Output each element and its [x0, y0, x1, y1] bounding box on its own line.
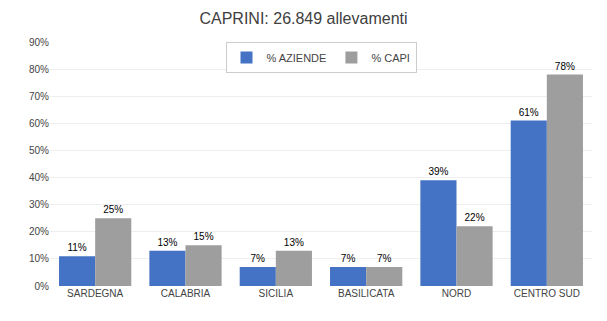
svg-text:NORD: NORD [442, 288, 471, 299]
svg-text:% AZIENDE: % AZIENDE [267, 52, 327, 64]
svg-text:80%: 80% [29, 64, 49, 75]
svg-text:7%: 7% [341, 253, 356, 264]
svg-text:7%: 7% [377, 253, 392, 264]
svg-text:25%: 25% [103, 204, 123, 215]
svg-text:CENTRO SUD: CENTRO SUD [514, 288, 580, 299]
svg-text:13%: 13% [157, 237, 177, 248]
svg-text:78%: 78% [555, 61, 575, 72]
svg-text:20%: 20% [29, 226, 49, 237]
svg-text:7%: 7% [250, 253, 265, 264]
svg-text:13%: 13% [284, 237, 304, 248]
svg-text:SICILIA: SICILIA [259, 288, 294, 299]
svg-text:60%: 60% [29, 118, 49, 129]
svg-text:11%: 11% [67, 242, 86, 253]
svg-text:30%: 30% [29, 199, 49, 210]
svg-text:40%: 40% [29, 172, 49, 183]
svg-text:CAPRINI: 26.849 allevamenti: CAPRINI: 26.849 allevamenti [199, 10, 407, 27]
svg-text:15%: 15% [194, 231, 214, 242]
svg-text:BASILICATA: BASILICATA [338, 288, 395, 299]
svg-text:39%: 39% [428, 166, 448, 177]
svg-text:61%: 61% [519, 107, 539, 118]
svg-text:0%: 0% [35, 281, 50, 292]
svg-text:SARDEGNA: SARDEGNA [67, 288, 123, 299]
svg-text:CALABRIA: CALABRIA [161, 288, 211, 299]
svg-text:22%: 22% [465, 212, 485, 223]
svg-text:50%: 50% [29, 145, 49, 156]
svg-text:90%: 90% [29, 37, 49, 48]
svg-text:% CAPI: % CAPI [371, 52, 410, 64]
svg-text:10%: 10% [29, 253, 49, 264]
svg-text:70%: 70% [29, 91, 49, 102]
